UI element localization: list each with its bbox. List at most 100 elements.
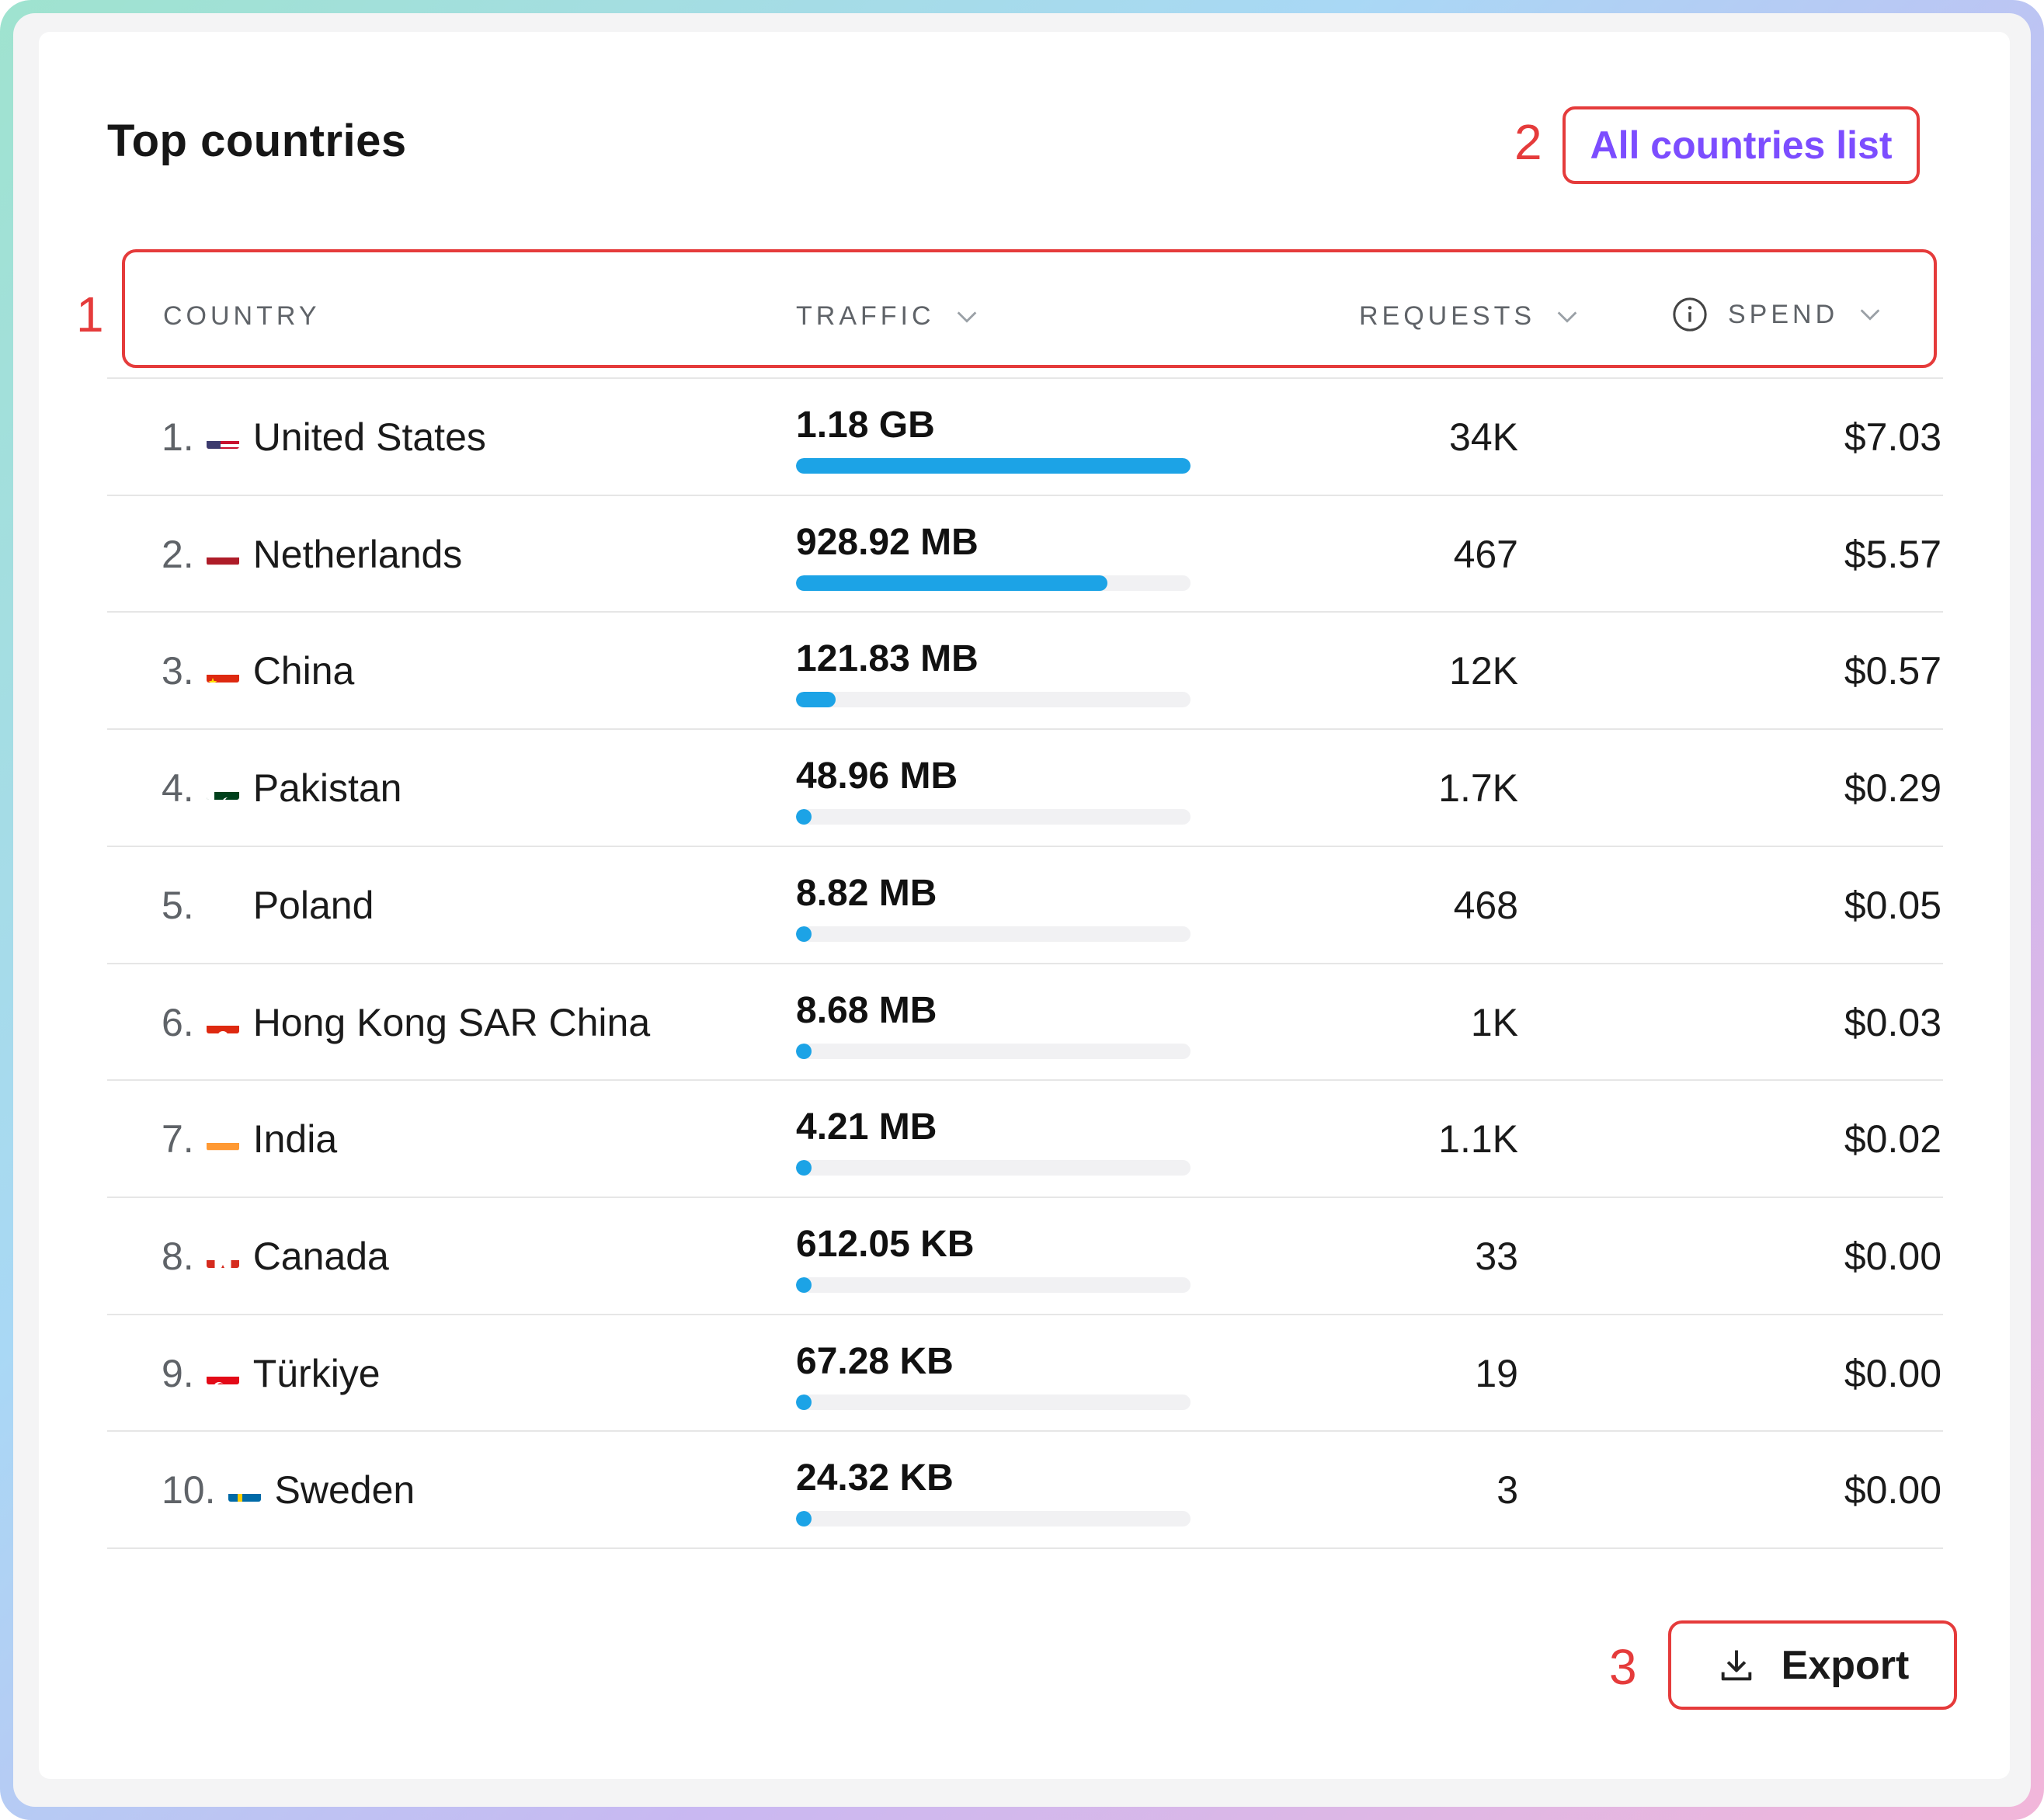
traffic-value: 1.18 GB: [796, 405, 935, 446]
traffic-bar: [796, 1511, 1191, 1527]
traffic-value: 612.05 KB: [796, 1223, 975, 1265]
table-divider: [107, 1079, 1943, 1082]
traffic-bar-fill: [796, 575, 1108, 591]
country-cell: 6. Hong Kong SAR China: [162, 1000, 650, 1045]
traffic-bar-fill: [796, 1160, 812, 1176]
traffic-bar: [796, 1160, 1191, 1176]
flag-hk-icon: [206, 1012, 239, 1034]
country-cell: 8. Canada: [162, 1234, 389, 1279]
country-cell: 4. Pakistan: [162, 766, 402, 811]
traffic-value: 67.28 KB: [796, 1340, 954, 1382]
chevron-down-icon[interactable]: [1554, 304, 1580, 330]
spend-value: $0.02: [1844, 1117, 1941, 1162]
traffic-bar-fill: [796, 1511, 812, 1527]
column-header-traffic-label: TRAFFIC: [796, 301, 935, 331]
annotation-2: 2: [1514, 114, 1542, 170]
traffic-value: 48.96 MB: [796, 755, 958, 797]
annotation-1: 1: [76, 287, 104, 342]
traffic-value: 4.21 MB: [796, 1106, 937, 1148]
flag-ca-icon: [206, 1246, 239, 1268]
requests-value: 467: [1453, 532, 1518, 576]
country-name: Pakistan: [252, 766, 402, 811]
rank-number: 9.: [162, 1351, 194, 1395]
chevron-down-icon[interactable]: [954, 304, 980, 330]
spend-value: $7.03: [1844, 415, 1941, 459]
flag-se-icon: [228, 1480, 261, 1502]
spend-value: $0.57: [1844, 649, 1941, 693]
traffic-value: 928.92 MB: [796, 521, 979, 563]
column-header-spend-label: SPEND: [1728, 299, 1839, 329]
table-divider: [107, 962, 1943, 964]
info-icon[interactable]: [1672, 297, 1708, 332]
download-icon: [1721, 1650, 1751, 1680]
spend-value: $0.00: [1844, 1351, 1941, 1395]
rank-number: 4.: [162, 766, 194, 811]
country-name: Sweden: [274, 1468, 415, 1513]
requests-value: 1.7K: [1438, 766, 1518, 811]
rank-number: 1.: [162, 415, 194, 459]
country-cell: 9. Türkiye: [162, 1351, 381, 1396]
spend-value: $0.00: [1844, 1468, 1941, 1513]
requests-value: 12K: [1449, 649, 1518, 693]
column-header-spend[interactable]: SPEND: [1672, 297, 1883, 332]
country-name: Poland: [252, 883, 374, 927]
rank-number: 7.: [162, 1117, 194, 1162]
traffic-bar: [796, 1276, 1191, 1293]
flag-cn-icon: [206, 661, 239, 683]
spend-value: $0.29: [1844, 766, 1941, 811]
flag-pl-icon: [206, 895, 239, 917]
card-title: Top countries: [107, 116, 407, 166]
country-name: Hong Kong SAR China: [252, 1000, 651, 1044]
table-divider: [107, 494, 1943, 496]
flag-nl-icon: [206, 544, 239, 566]
traffic-bar-fill: [796, 926, 812, 942]
country-name: India: [252, 1117, 338, 1162]
rank-number: 10.: [162, 1468, 216, 1513]
traffic-bar-fill: [796, 1043, 812, 1059]
traffic-value: 8.68 MB: [796, 989, 937, 1031]
chevron-down-icon[interactable]: [1857, 301, 1883, 328]
country-name: Canada: [252, 1234, 389, 1278]
requests-value: 3: [1496, 1468, 1518, 1513]
annotation-3: 3: [1609, 1639, 1637, 1695]
column-header-requests[interactable]: REQUESTS: [1359, 301, 1580, 332]
traffic-bar-fill: [796, 458, 1191, 474]
table-divider: [107, 377, 1943, 379]
country-name: United States: [252, 415, 486, 459]
rank-number: 2.: [162, 532, 194, 576]
table-divider: [107, 1430, 1943, 1433]
table-header-highlight: [122, 249, 1937, 368]
spend-value: $0.05: [1844, 883, 1941, 927]
all-countries-list-button[interactable]: All countries list: [1563, 106, 1920, 184]
traffic-bar: [796, 692, 1191, 708]
column-header-country: COUNTRY: [163, 301, 321, 332]
country-name: China: [252, 649, 355, 693]
flag-in-icon: [206, 1129, 239, 1151]
country-name: Netherlands: [252, 532, 463, 576]
table-divider: [107, 1196, 1943, 1198]
traffic-bar-fill: [796, 692, 836, 708]
traffic-bar: [796, 1394, 1191, 1410]
country-cell: 10. Sweden: [162, 1467, 415, 1513]
column-header-country-label: COUNTRY: [163, 301, 321, 331]
traffic-bar: [796, 575, 1191, 591]
traffic-bar-fill: [796, 809, 812, 825]
traffic-bar-fill: [796, 1394, 812, 1410]
traffic-bar: [796, 458, 1191, 474]
export-button[interactable]: Export: [1668, 1620, 1957, 1710]
requests-value: 468: [1453, 883, 1518, 927]
table-divider: [107, 1313, 1943, 1315]
traffic-value: 8.82 MB: [796, 872, 937, 914]
traffic-bar: [796, 926, 1191, 942]
requests-value: 1K: [1470, 1000, 1518, 1044]
column-header-traffic[interactable]: TRAFFIC: [796, 301, 980, 332]
export-label: Export: [1781, 1642, 1910, 1688]
country-name: Türkiye: [252, 1351, 381, 1395]
traffic-bar-fill: [796, 1276, 812, 1293]
country-cell: 2. Netherlands: [162, 532, 462, 577]
flag-tr-icon: [206, 1363, 239, 1385]
table-divider: [107, 728, 1943, 731]
spend-value: $5.57: [1844, 532, 1941, 576]
country-cell: 3. China: [162, 648, 354, 693]
country-cell: 1. United States: [162, 415, 486, 460]
